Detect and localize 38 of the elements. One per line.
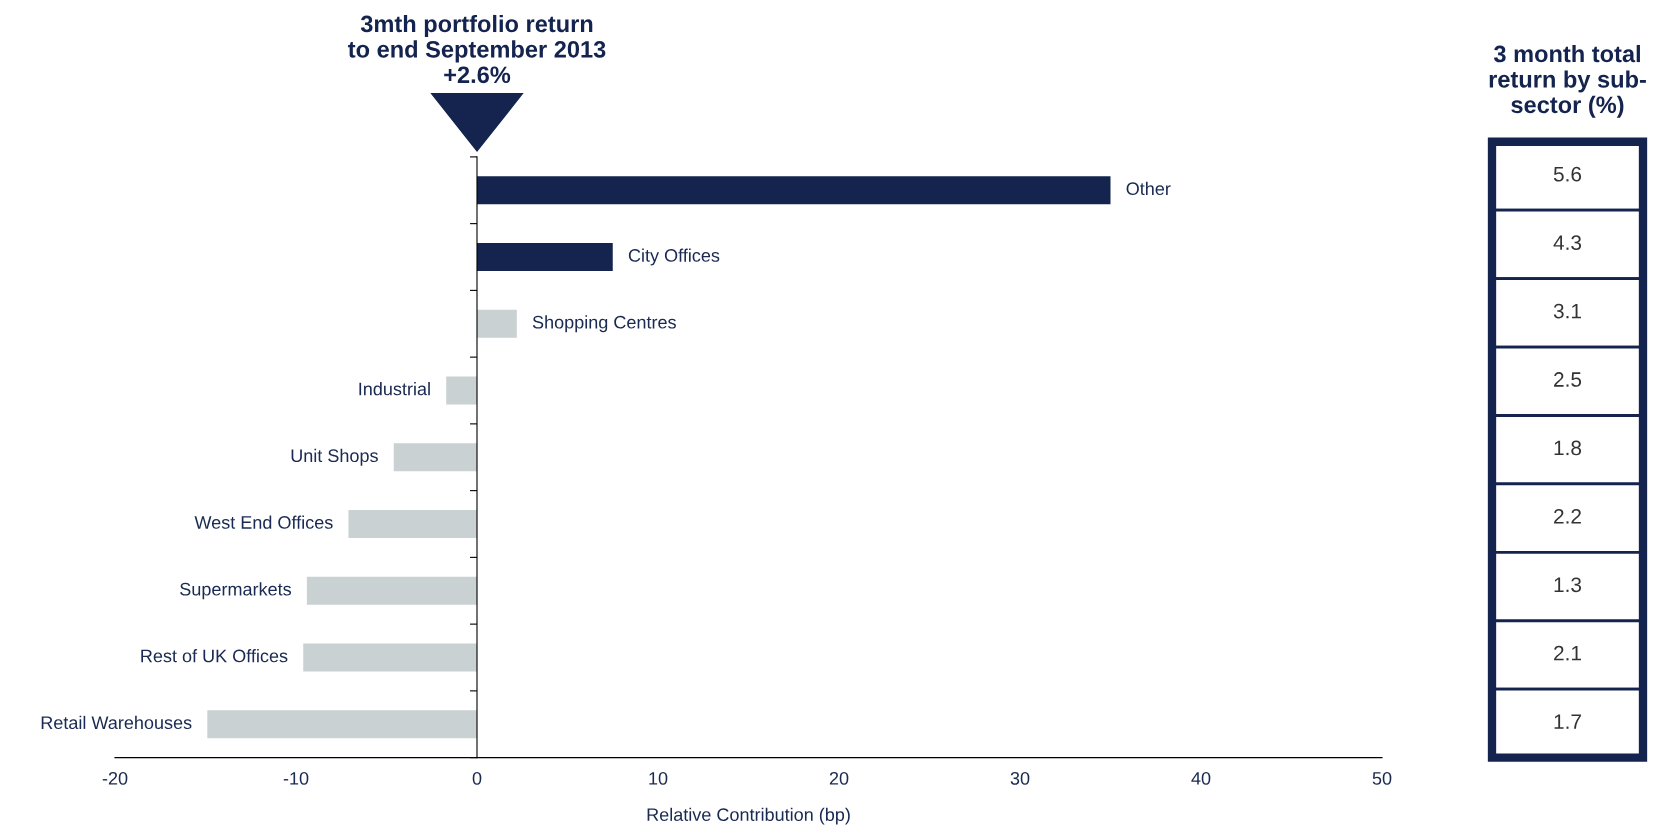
bar xyxy=(477,309,517,338)
y-tick-label: Industrial xyxy=(359,382,430,396)
text: 3.1 xyxy=(1553,303,1581,319)
x-axis-title: Relative Contribution (bp) xyxy=(647,807,850,825)
x-tick-label: -10 xyxy=(283,771,309,785)
bar xyxy=(393,443,477,472)
y-tick-label: Unit Shops xyxy=(291,448,378,466)
text: 1.8 xyxy=(1554,440,1582,456)
y-tick-label: West End Offices xyxy=(194,515,333,529)
x-tick-label: 20 xyxy=(829,771,849,785)
x-tick-label: 40 xyxy=(1191,771,1211,785)
text: 1.3 xyxy=(1554,577,1582,593)
text: 2.1 xyxy=(1554,645,1581,661)
chart-title: 3mth portfolio return to end September 2013 +2.6% xyxy=(348,14,606,84)
x-tick-label: 30 xyxy=(1010,771,1030,785)
x-tick-label: 10 xyxy=(649,771,668,785)
text: 5.6 xyxy=(1553,166,1582,182)
x-tick-label: 0 xyxy=(472,771,482,785)
text: 1.7 xyxy=(1554,714,1581,729)
text: 4.3 xyxy=(1553,235,1582,251)
bar xyxy=(477,176,1111,205)
bar xyxy=(348,509,477,539)
y-tick-label: Rest of UK Offices xyxy=(141,649,288,663)
y-tick-label: Retail Warehouses xyxy=(41,715,192,730)
bar xyxy=(207,710,477,739)
x-tick-label: -20 xyxy=(102,771,128,785)
x-tick-label: 50 xyxy=(1372,771,1392,785)
y-tick-label: City Offices xyxy=(628,248,720,266)
bar xyxy=(446,376,477,405)
y-tick-label: Other xyxy=(1126,181,1171,196)
text: 2.5 xyxy=(1554,372,1582,387)
bar xyxy=(303,643,477,672)
text: 2.2 xyxy=(1554,508,1581,524)
bar xyxy=(306,576,477,605)
y-tick-label: Supermarkets xyxy=(180,582,292,600)
bar xyxy=(477,243,613,272)
y-tick-label: Shopping Centres xyxy=(532,315,676,333)
text: 3 month total return by sub- sector (%) xyxy=(1489,44,1646,118)
